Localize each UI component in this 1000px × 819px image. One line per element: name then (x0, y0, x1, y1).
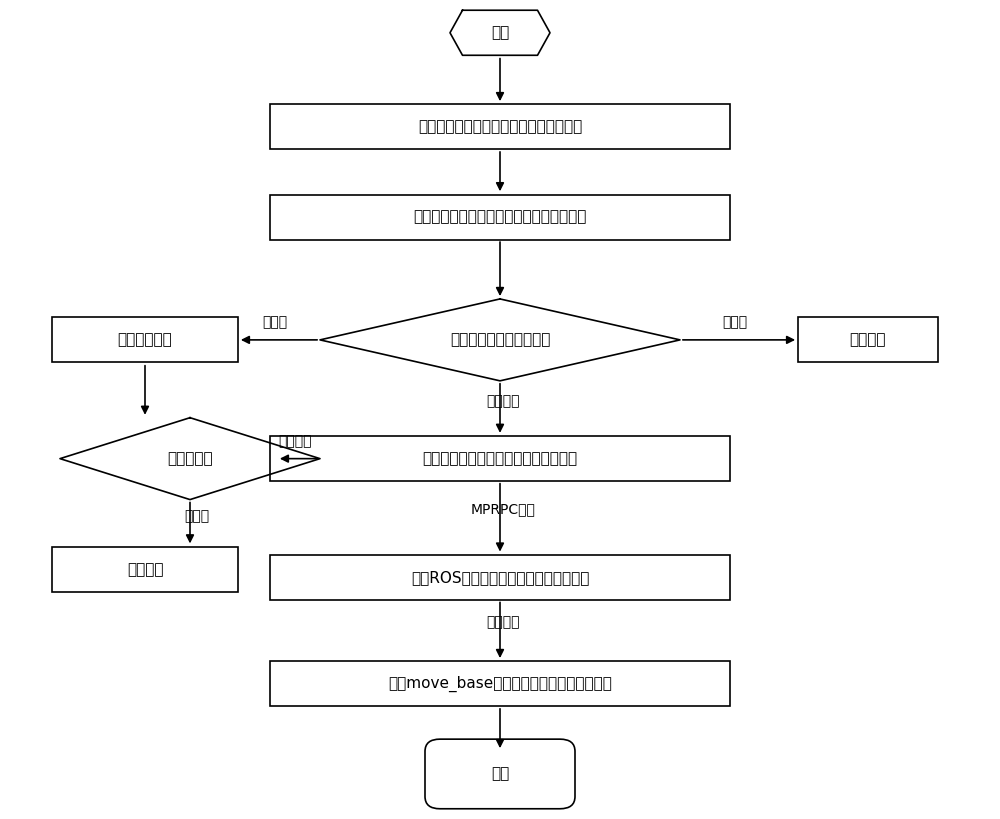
FancyBboxPatch shape (270, 194, 730, 239)
Text: 通过在线多目标跟踪模型，采集历史轨迹点: 通过在线多目标跟踪模型，采集历史轨迹点 (413, 210, 587, 224)
FancyBboxPatch shape (270, 662, 730, 706)
Polygon shape (450, 11, 550, 56)
Text: 平稳性检验: 平稳性检验 (167, 451, 213, 466)
Polygon shape (60, 418, 320, 500)
FancyBboxPatch shape (425, 739, 575, 809)
Text: 通过ROS服务端节点，创建局部代价地图: 通过ROS服务端节点，创建局部代价地图 (411, 570, 589, 585)
Text: 检验通过: 检验通过 (486, 394, 520, 408)
Text: 差分法平稳化: 差分法平稳化 (118, 333, 172, 347)
Text: MPRPC通信: MPRPC通信 (471, 502, 535, 516)
Text: 轨迹数据合规平稳性检验: 轨迹数据合规平稳性检验 (450, 333, 550, 347)
Text: 检验通过: 检验通过 (278, 434, 312, 448)
FancyBboxPatch shape (52, 317, 238, 362)
Text: 输入相机实时视频流，对图像帧作预处理: 输入相机实时视频流，对图像帧作预处理 (418, 120, 582, 134)
Text: 周期更新: 周期更新 (486, 615, 520, 629)
Polygon shape (320, 299, 680, 381)
Text: 清除轨迹: 清除轨迹 (127, 562, 163, 577)
Text: 开始: 开始 (491, 25, 509, 40)
Text: 非平稳: 非平稳 (262, 315, 288, 329)
FancyBboxPatch shape (798, 317, 938, 362)
Text: 不通过: 不通过 (184, 509, 210, 523)
Text: 清除轨迹: 清除轨迹 (850, 333, 886, 347)
FancyBboxPatch shape (270, 436, 730, 482)
Text: 通过历史轨迹点，预测得到未来轨迹点: 通过历史轨迹点，预测得到未来轨迹点 (422, 451, 578, 466)
Text: 通过move_base导航节点，提前影响导航规划: 通过move_base导航节点，提前影响导航规划 (388, 676, 612, 692)
FancyBboxPatch shape (52, 547, 238, 591)
FancyBboxPatch shape (270, 104, 730, 149)
Text: 结束: 结束 (491, 767, 509, 781)
Text: 非合规: 非合规 (722, 315, 748, 329)
FancyBboxPatch shape (270, 555, 730, 600)
